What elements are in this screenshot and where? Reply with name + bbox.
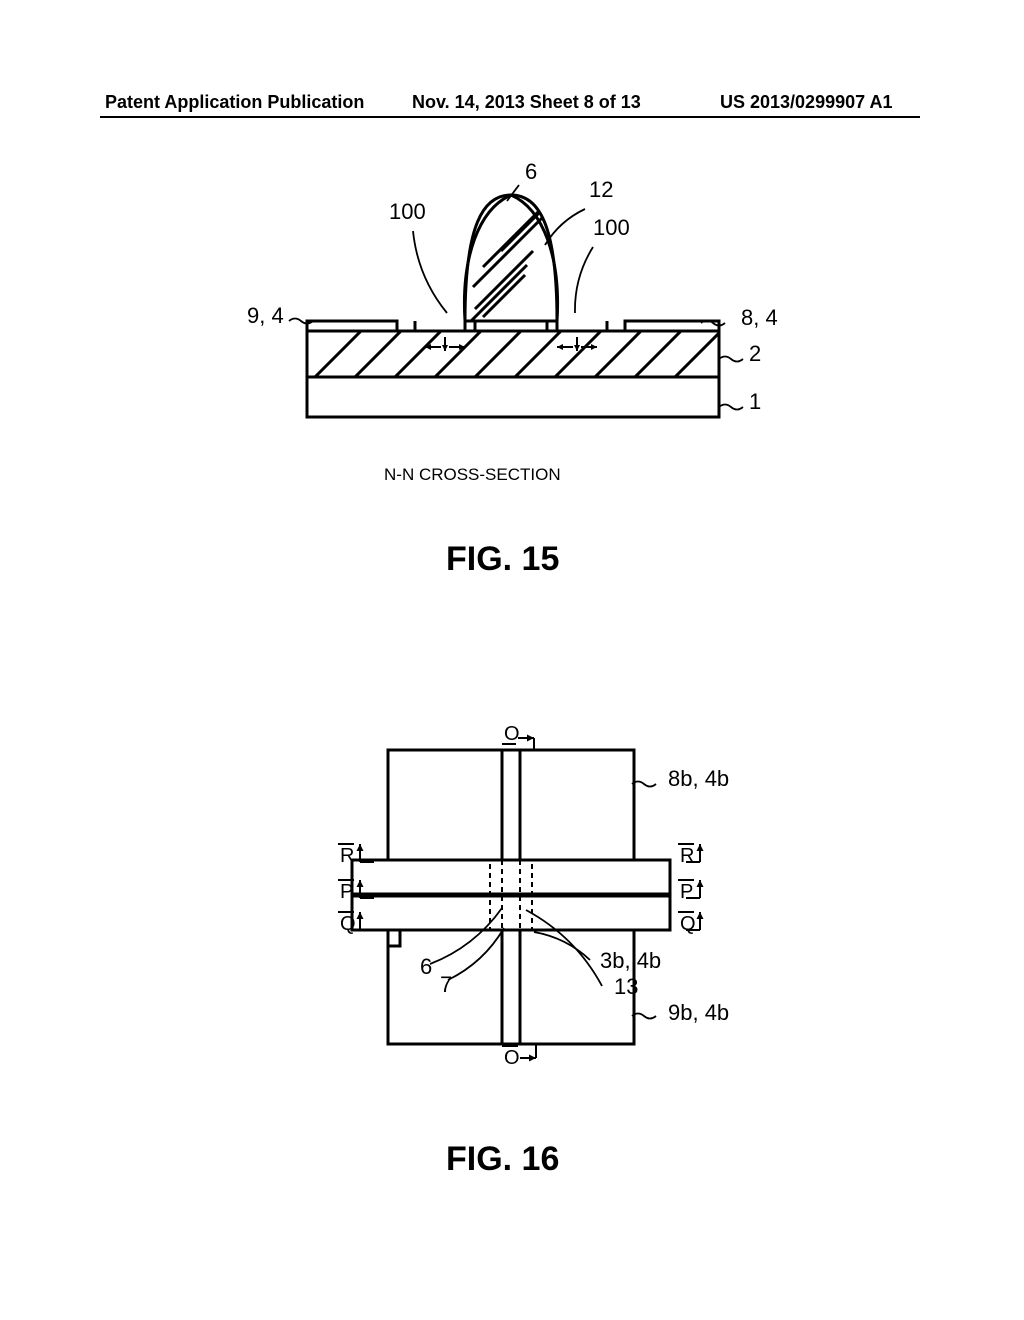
svg-text:8, 4: 8, 4 (741, 305, 778, 330)
svg-text:2: 2 (749, 341, 761, 366)
svg-text:13: 13 (614, 974, 638, 999)
header-rule (100, 116, 920, 118)
svg-text:100: 100 (389, 199, 426, 224)
svg-text:100: 100 (593, 215, 630, 240)
svg-text:9b, 4b: 9b, 4b (668, 1000, 729, 1025)
svg-text:R: R (340, 845, 354, 867)
header-left: Patent Application Publication (105, 92, 364, 113)
svg-text:6: 6 (525, 159, 537, 184)
svg-text:R: R (680, 845, 694, 867)
svg-text:8b, 4b: 8b, 4b (668, 766, 729, 791)
fig15-label: FIG. 15 (446, 540, 559, 579)
svg-text:P: P (680, 881, 693, 903)
svg-text:12: 12 (589, 177, 613, 202)
fig15-drawing: 6121001009, 48, 421 (225, 165, 805, 455)
fig16-drawing: OORRPPQQ8b, 4b9b, 4b3b, 4b1367 (270, 720, 790, 1090)
svg-text:7: 7 (440, 972, 452, 997)
svg-text:P: P (340, 881, 353, 903)
patent-page: Patent Application Publication Nov. 14, … (0, 0, 1024, 1320)
svg-text:6: 6 (420, 954, 432, 979)
svg-text:O: O (504, 723, 520, 745)
svg-text:Q: Q (340, 913, 356, 935)
fig15-caption: N-N CROSS-SECTION (384, 465, 561, 485)
svg-text:O: O (504, 1047, 520, 1069)
svg-text:1: 1 (749, 389, 761, 414)
header-right: US 2013/0299907 A1 (720, 92, 892, 113)
svg-text:9, 4: 9, 4 (247, 303, 284, 328)
fig16-label: FIG. 16 (446, 1140, 559, 1179)
header-center: Nov. 14, 2013 Sheet 8 of 13 (412, 92, 641, 113)
svg-text:3b, 4b: 3b, 4b (600, 948, 661, 973)
svg-text:Q: Q (680, 913, 696, 935)
